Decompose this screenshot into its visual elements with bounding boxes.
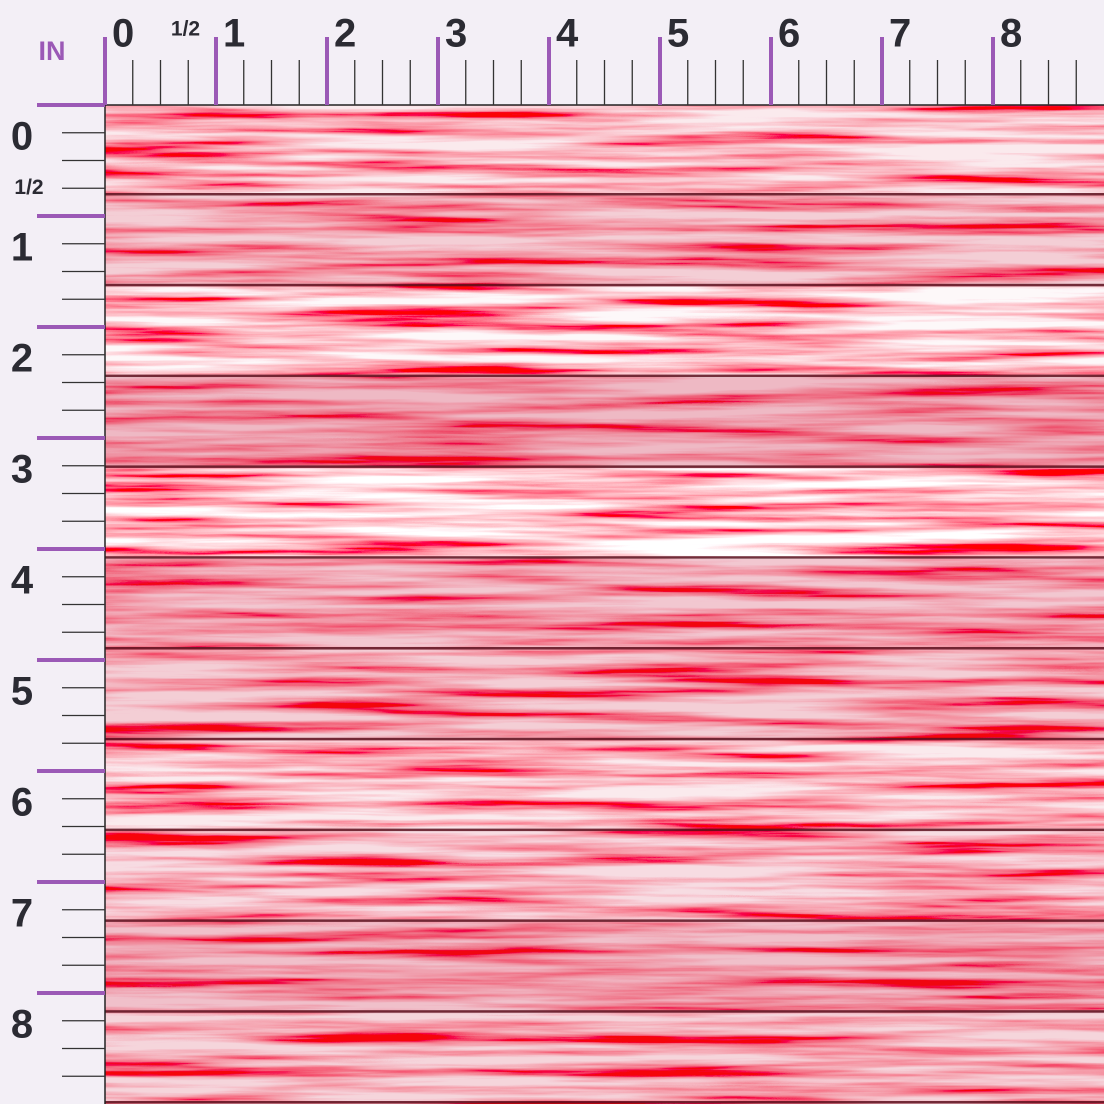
left-ruler-label: 7 <box>11 892 33 936</box>
plank-tint <box>105 377 1104 469</box>
top-ruler-label: 0 <box>112 12 134 56</box>
plank-seam <box>105 1101 1104 1104</box>
left-ruler-label: 6 <box>11 781 33 825</box>
plank-tint <box>105 922 1104 1014</box>
left-ruler-label: 3 <box>11 448 33 492</box>
left-ruler-label: 1/2 <box>14 176 43 199</box>
top-ruler-label: 7 <box>889 12 911 56</box>
plank-tint <box>105 831 1104 923</box>
top-ruler-label: 3 <box>445 12 467 56</box>
plank-tint <box>105 1013 1104 1104</box>
plank-tint <box>105 649 1104 741</box>
plank-seam <box>105 374 1104 378</box>
plank-seam <box>105 556 1104 559</box>
fabric <box>105 105 1104 1104</box>
plank-tint <box>105 105 1104 196</box>
plank-seam <box>105 465 1104 468</box>
top-ruler-label: 1/2 <box>171 18 200 41</box>
top-ruler-label: 2 <box>334 12 356 56</box>
plank-seam <box>105 283 1104 287</box>
plank-tint <box>105 287 1104 378</box>
left-ruler-label: 0 <box>11 115 33 159</box>
plank-seam <box>105 737 1104 741</box>
plank-seam <box>105 193 1104 196</box>
plank-tint <box>105 740 1104 832</box>
plank-tint <box>105 559 1104 650</box>
plank-seam <box>105 1010 1104 1013</box>
left-ruler-label: 2 <box>11 337 33 381</box>
top-ruler-label: 1 <box>223 12 245 56</box>
left-ruler-label: 8 <box>11 1003 33 1047</box>
plank-tint <box>105 195 1104 287</box>
left-ruler-label: 4 <box>11 559 34 603</box>
top-ruler-label: 4 <box>556 12 579 56</box>
plank-seam <box>105 828 1104 832</box>
left-ruler-label: 5 <box>11 670 33 714</box>
left-ruler-label: 1 <box>11 226 33 270</box>
top-ruler-label: 6 <box>778 12 800 56</box>
unit-label: IN <box>39 36 66 66</box>
plank-seam <box>105 919 1104 922</box>
top-ruler-label: 5 <box>667 12 689 56</box>
plank-seam <box>105 647 1104 650</box>
top-ruler-label: 8 <box>1000 12 1022 56</box>
